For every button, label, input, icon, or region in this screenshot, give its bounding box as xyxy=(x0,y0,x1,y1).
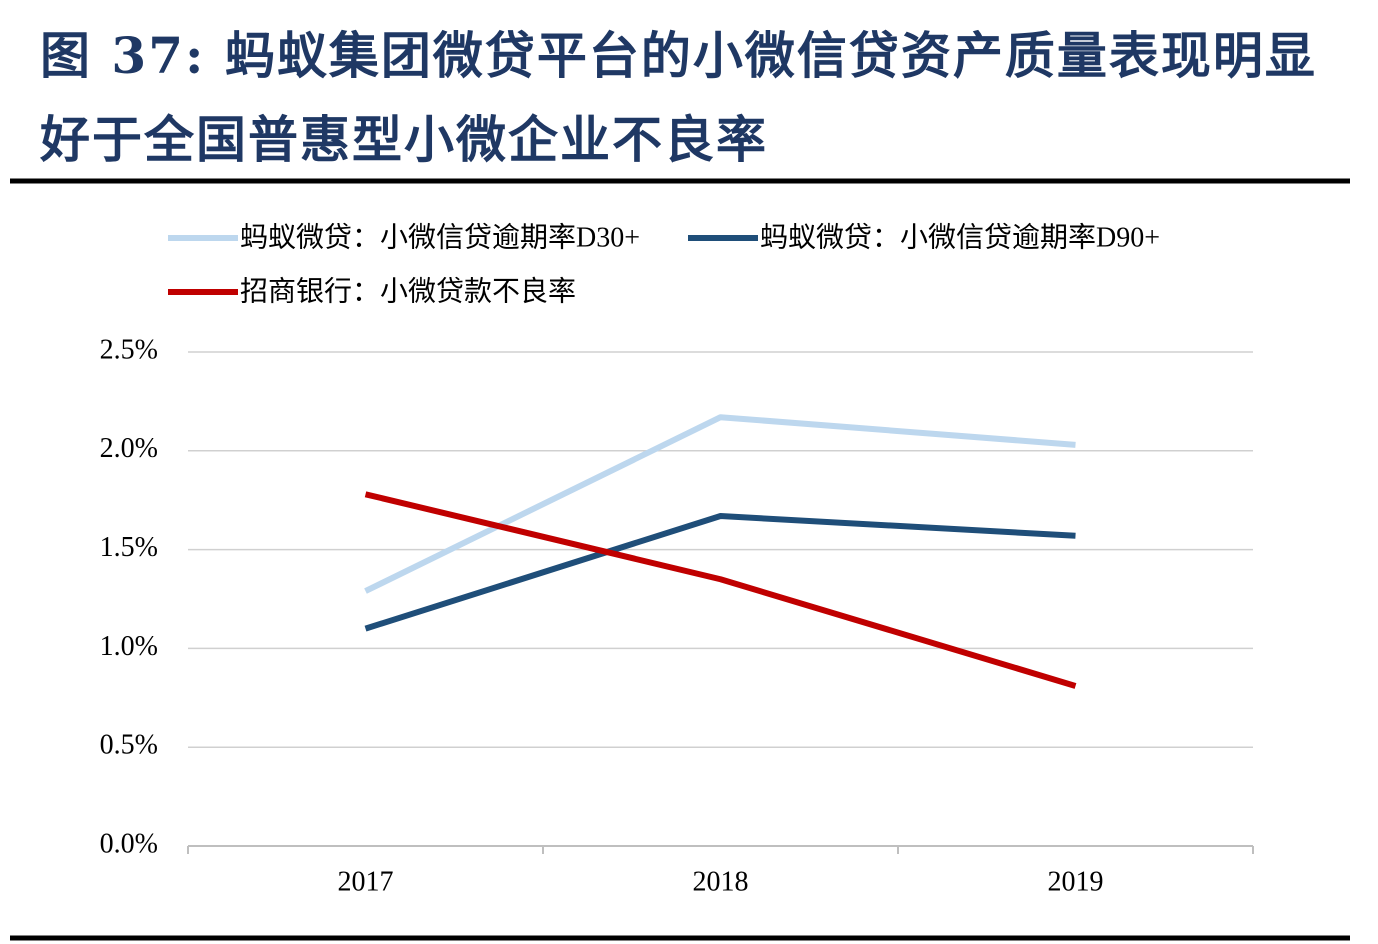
y-tick-label: 2.0% xyxy=(100,433,158,464)
x-tick-label: 2018 xyxy=(693,866,749,897)
y-tick-label: 1.0% xyxy=(100,631,158,662)
y-tick-label: 2.5% xyxy=(100,334,158,365)
y-tick-label: 0.5% xyxy=(100,730,158,761)
x-tick-label: 2019 xyxy=(1048,866,1104,897)
legend-label: 蚂蚁微贷：小微信贷逾期率D30+ xyxy=(240,221,640,253)
y-tick-label: 0.0% xyxy=(100,828,158,859)
chart-title: 图 37: 蚂蚁集团微贷平台的小微信贷资产质量表现明显好于全国普惠型小微企业不良… xyxy=(40,26,1317,169)
y-tick-label: 1.5% xyxy=(100,532,158,563)
x-tick-label: 2017 xyxy=(338,866,394,897)
series-line xyxy=(364,491,1077,689)
series-line xyxy=(364,513,1076,632)
legend-label: 蚂蚁微贷：小微信贷逾期率D90+ xyxy=(760,221,1160,253)
legend-label: 招商银行：小微贷款不良率 xyxy=(240,275,576,307)
series-line xyxy=(364,414,1076,594)
